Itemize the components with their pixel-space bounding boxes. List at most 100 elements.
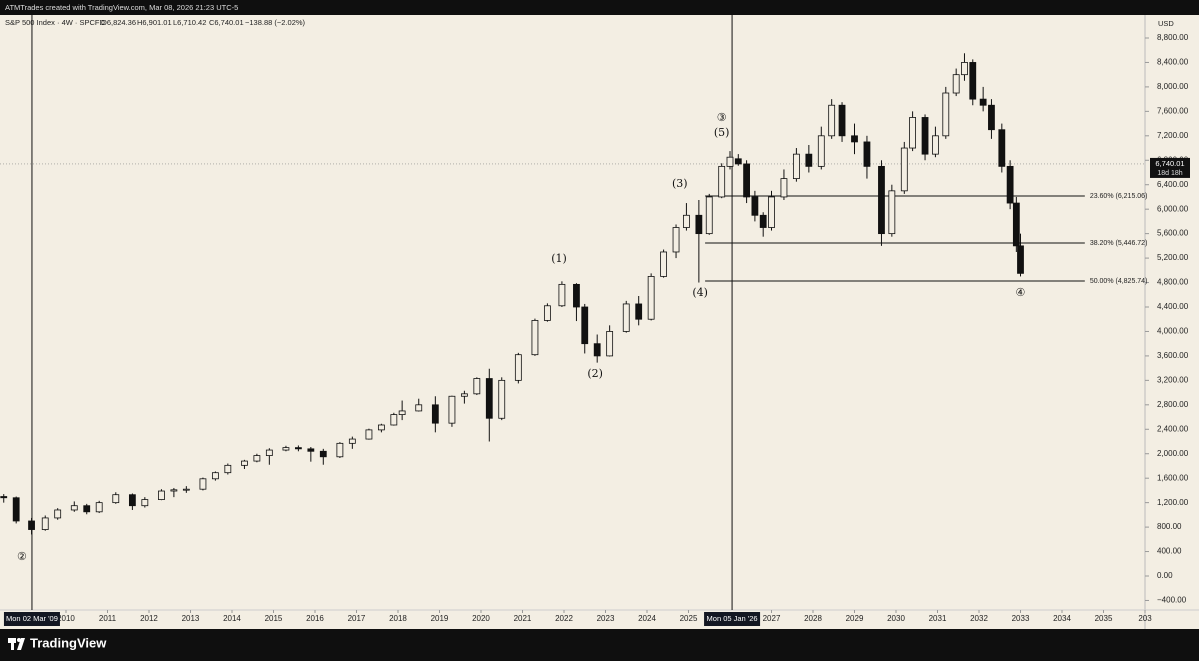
- candle-body: [792, 153, 800, 180]
- candle-body: [718, 165, 726, 198]
- candle-body: [622, 303, 630, 332]
- candle-body: [647, 276, 655, 320]
- candle-body: [182, 488, 190, 491]
- candle-body: [672, 227, 680, 253]
- y-tick-label: 2,400.00: [1157, 424, 1189, 433]
- candle-body: [969, 62, 977, 100]
- crosshair-label: Mon 05 Jan '26: [707, 614, 758, 623]
- candle-body: [863, 141, 871, 167]
- x-tick-label: 2017: [348, 614, 366, 623]
- fib-label: 23.60% (6,215.06): [1090, 193, 1148, 200]
- y-tick-label: 1,600.00: [1157, 473, 1189, 482]
- candle-body: [683, 214, 690, 228]
- candle-body: [348, 438, 356, 444]
- candle-body: [988, 104, 995, 131]
- y-tick-label: 8,800.00: [1157, 33, 1189, 42]
- bottom-bar: [0, 629, 1199, 661]
- x-tick-label: 2030: [887, 614, 905, 623]
- wave-label: (3): [672, 177, 688, 190]
- candle-body: [41, 517, 49, 530]
- candle-body: [581, 306, 589, 345]
- x-tick-label: 2031: [929, 614, 947, 623]
- y-tick-label: 6,000.00: [1157, 204, 1189, 213]
- candle-body: [531, 320, 539, 356]
- y-tick-label: 5,200.00: [1157, 253, 1189, 262]
- y-tick-label: 2,800.00: [1157, 400, 1189, 409]
- x-tick-label: 2033: [1012, 614, 1030, 623]
- legend-text: O6,824.36: [101, 18, 136, 27]
- candle-body: [398, 410, 406, 416]
- x-tick-label: 2011: [99, 614, 117, 623]
- candle-body: [751, 196, 759, 216]
- legend-text: C6,740.01: [209, 18, 244, 27]
- wave-label: (2): [587, 367, 603, 380]
- candle-body: [365, 429, 373, 440]
- caption: ATMTrades created with TradingView.com, …: [5, 3, 238, 12]
- candle-body: [70, 505, 78, 511]
- x-tick-label: 2016: [306, 614, 324, 623]
- candle-body: [743, 163, 750, 198]
- y-tick-label: 3,600.00: [1157, 351, 1189, 360]
- candle-body: [888, 190, 896, 235]
- candle-body: [253, 455, 261, 462]
- currency: USD: [1158, 19, 1174, 28]
- candle-body: [28, 520, 35, 530]
- candle-body: [759, 214, 767, 228]
- y-tick-label: 0.00: [1157, 571, 1173, 580]
- brand-logo: [8, 638, 25, 650]
- x-tick-label: 2032: [970, 614, 988, 623]
- legend-text: −138.88 (−2.02%): [245, 18, 306, 27]
- candle-body: [448, 395, 456, 424]
- candle-body: [319, 450, 327, 458]
- candle-body: [593, 343, 601, 357]
- x-tick-label: 2013: [182, 614, 200, 623]
- candle-body: [573, 283, 580, 308]
- candle-body: [460, 393, 468, 397]
- x-tick-label: 2027: [763, 614, 781, 623]
- x-tick-label: 2034: [1053, 614, 1071, 623]
- x-tick-label: 2018: [389, 614, 407, 623]
- candle-body: [1006, 165, 1014, 204]
- candle-body: [961, 62, 968, 76]
- candle-body: [828, 104, 836, 137]
- candle-body: [705, 196, 713, 235]
- y-tick-label: 1,200.00: [1157, 498, 1189, 507]
- y-tick-label: 5,600.00: [1157, 229, 1189, 238]
- wave-label: (5): [714, 126, 730, 139]
- x-tick-label: 2029: [846, 614, 864, 623]
- candle-body: [224, 464, 232, 474]
- crosshair-tag: [704, 612, 761, 626]
- candle-body: [768, 196, 775, 228]
- candle-body: [838, 104, 846, 137]
- candle-body: [900, 147, 908, 192]
- candle-body: [498, 379, 506, 419]
- y-tick-label: 2,000.00: [1157, 449, 1189, 458]
- candle-body: [952, 74, 960, 94]
- y-tick-label: 8,000.00: [1157, 82, 1189, 91]
- legend-text: H6,901.01: [137, 18, 172, 27]
- candle-body: [336, 442, 344, 458]
- fib-label: 38.20% (5,446.72): [1090, 240, 1148, 247]
- candle-body: [514, 354, 522, 381]
- candle-body: [95, 502, 103, 513]
- crosshair-tag: [3, 612, 60, 626]
- candle-body: [158, 490, 165, 500]
- candle-body: [141, 499, 149, 507]
- candle-body: [211, 472, 219, 480]
- candle-body: [54, 509, 62, 519]
- candle-body: [1012, 202, 1020, 247]
- x-tick-label: 2019: [431, 614, 449, 623]
- fib-label: 50.00% (4,825.74): [1090, 278, 1148, 285]
- candle-body: [695, 214, 703, 235]
- candle-body: [543, 305, 551, 321]
- last-price-label: 6,740.01: [1155, 159, 1184, 168]
- x-tick-label: 2023: [597, 614, 615, 623]
- candle-body: [128, 494, 136, 507]
- candle-body: [12, 497, 20, 522]
- candle-body: [170, 489, 178, 492]
- wave-label: ④: [1016, 286, 1026, 299]
- candle-body: [780, 178, 788, 198]
- candle-body: [932, 135, 939, 155]
- legend-text: L6,710.42: [173, 18, 206, 27]
